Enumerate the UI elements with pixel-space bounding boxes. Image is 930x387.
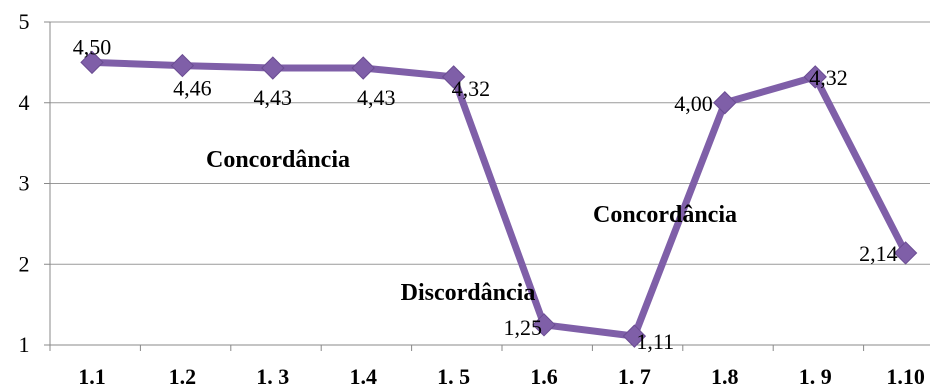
data-label-6: 1,25 <box>504 315 543 340</box>
x-tick-1.5: 1. 5 <box>437 364 470 387</box>
data-point-7 <box>622 324 647 348</box>
annotation-3: Concordância <box>593 202 737 228</box>
series-group <box>88 58 910 340</box>
data-label-4: 4,43 <box>357 85 396 110</box>
markers-group <box>80 50 918 348</box>
data-labels-group: 4,50 4,46 4,43 4,43 4,32 1,25 1,11 4,00 4,32 2,14 <box>73 34 898 354</box>
data-label-7: 1,11 <box>636 329 674 354</box>
data-label-2: 4,46 <box>173 76 212 101</box>
y-tick-5: 5 <box>19 9 30 34</box>
x-tick-1.8: 1.8 <box>711 364 739 387</box>
annotation-2: Discordância <box>401 280 536 306</box>
y-tick-1: 1 <box>19 332 30 357</box>
y-tick-4: 4 <box>19 90 30 115</box>
data-point-6 <box>532 313 556 337</box>
data-point-5 <box>441 65 466 89</box>
data-point-4 <box>351 56 375 80</box>
data-label-1: 4,50 <box>73 34 112 59</box>
annotations-group: Concordância Discordância Concordância <box>206 147 737 306</box>
data-point-10 <box>893 241 918 265</box>
data-label-10: 2,14 <box>859 241 898 266</box>
x-tick-1.1: 1.1 <box>78 364 106 387</box>
y-tick-labels: 1 2 3 4 5 <box>19 9 30 357</box>
annotation-1: Concordância <box>206 147 350 173</box>
data-label-9: 4,32 <box>809 65 848 90</box>
x-tick-1.4: 1.4 <box>349 364 377 387</box>
x-tick-1.10: 1.10 <box>886 364 925 387</box>
data-point-3 <box>261 56 285 80</box>
y-tick-3: 3 <box>19 171 30 196</box>
data-label-5: 4,32 <box>452 76 491 101</box>
data-label-3: 4,43 <box>254 85 293 110</box>
x-tick-1.3: 1. 3 <box>256 364 289 387</box>
axes <box>44 21 930 351</box>
data-label-8: 4,00 <box>674 91 713 116</box>
x-tick-1.6: 1.6 <box>530 364 558 387</box>
x-tick-1.9: 1. 9 <box>799 364 832 387</box>
x-tick-1.7: 1. 7 <box>618 364 651 387</box>
x-tick-labels: 1.1 1.2 1. 3 1.4 1. 5 1.6 1. 7 1.8 1. 9 1.10 <box>78 364 925 387</box>
data-point-9 <box>803 65 827 89</box>
x-tick-1.2: 1.2 <box>169 364 197 387</box>
gridlines <box>50 21 930 265</box>
series-line <box>88 58 910 340</box>
data-point-1 <box>80 50 104 75</box>
data-point-8 <box>713 91 737 115</box>
y-tick-2: 2 <box>19 251 30 276</box>
data-point-2 <box>170 53 195 78</box>
